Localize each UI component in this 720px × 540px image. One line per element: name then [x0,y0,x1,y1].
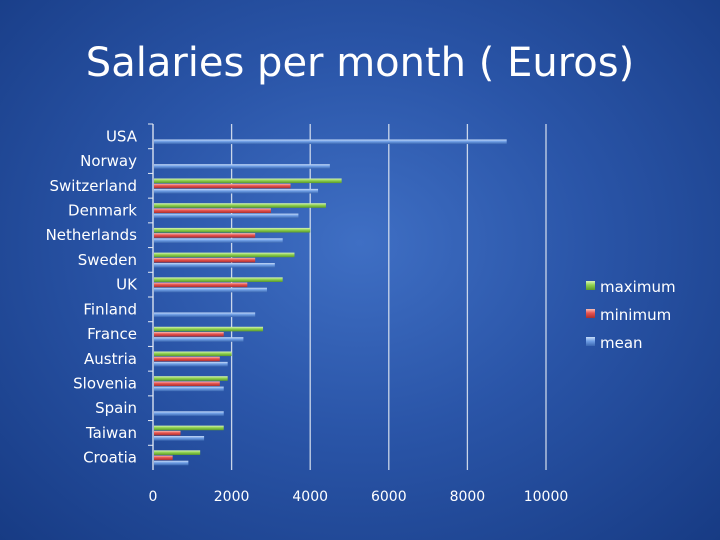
x-tick-label: 0 [149,489,158,505]
category-label: Taiwan [85,424,137,442]
bar-maximum [154,425,224,431]
bar-mean [154,263,275,268]
bar-mean [154,139,507,145]
bar-mean [154,337,244,342]
chart-title: Salaries per month ( Euros) [85,40,635,86]
legend-label-mean: mean [600,334,643,352]
x-tick-label: 10000 [524,489,569,505]
category-label: Netherlands [46,226,138,244]
x-tick-label: 4000 [292,489,328,505]
legend-swatch-minimum [586,309,595,318]
bar-maximum [154,252,295,258]
bar-minimum [154,455,173,461]
bar-minimum [154,208,271,213]
legend-label-minimum: minimum [600,306,671,324]
category-label: Switzerland [50,177,138,195]
category-label: Denmark [68,202,137,220]
bar-mean [154,436,205,441]
category-label: Norway [80,152,137,170]
bar-mean [154,213,299,219]
category-label: USA [106,127,138,145]
bar-maximum [154,203,326,208]
bar-minimum [154,430,181,436]
bar-minimum [154,233,256,238]
bar-minimum [154,331,224,337]
bar-minimum [154,282,248,288]
bar-mean [154,238,283,243]
bar-minimum [154,381,220,386]
bar-minimum [154,183,291,189]
bar-maximum [154,227,311,233]
bar-maximum [154,450,201,455]
bar-maximum [154,351,232,357]
x-tick-label: 2000 [214,489,250,505]
bar-maximum [154,326,264,332]
bar-maximum [154,277,283,282]
category-label: Finland [83,300,137,318]
bar-mean [154,361,228,367]
category-label: Croatia [83,449,137,467]
category-label: UK [116,276,138,294]
bar-mean [154,287,267,293]
bar-minimum [154,257,256,263]
category-label: Slovenia [73,375,137,393]
bar-mean [154,411,224,416]
bar-minimum [154,356,220,362]
category-label: Spain [95,399,137,417]
x-tick-label: 6000 [371,489,407,505]
x-tick-label: 8000 [450,489,486,505]
legend-label-maximum: maximum [600,278,676,296]
bar-mean [154,188,319,194]
legend-swatch-maximum [586,281,595,290]
legend-swatch-mean [586,337,595,346]
bar-maximum [154,178,342,184]
bar-mean [154,460,189,466]
category-label: Sweden [78,251,137,269]
bar-mean [154,386,224,392]
bar-maximum [154,376,228,381]
bar-mean [154,312,256,318]
bar-mean [154,164,330,169]
category-label: France [87,325,137,343]
category-label: Austria [84,350,137,368]
